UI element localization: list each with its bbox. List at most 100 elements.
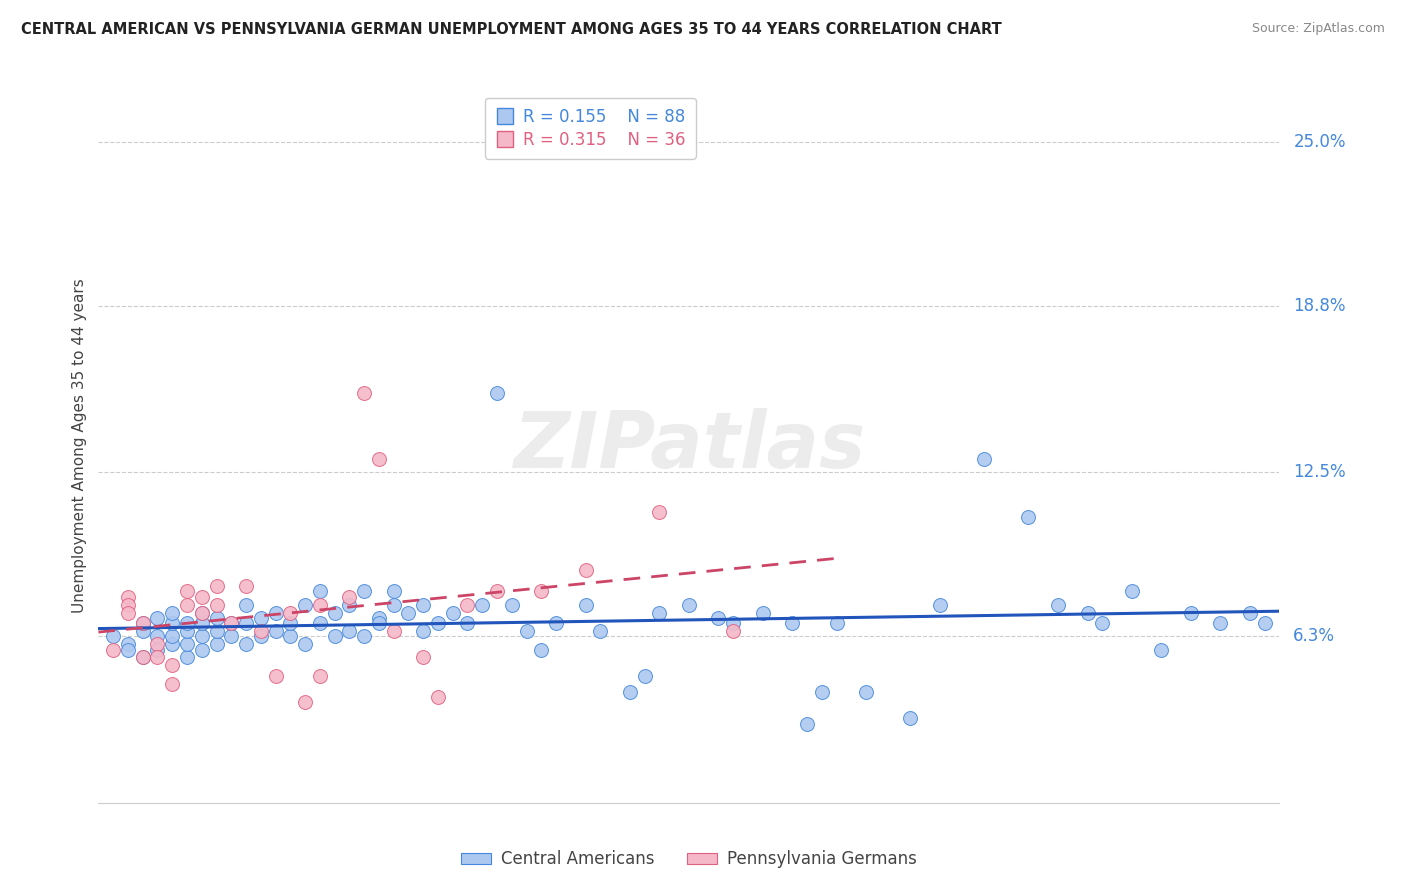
Point bbox=[427, 690, 450, 704]
Point bbox=[205, 598, 228, 612]
Point bbox=[146, 650, 169, 665]
Point bbox=[973, 452, 995, 467]
Point bbox=[782, 616, 804, 631]
Point bbox=[146, 611, 169, 625]
Point bbox=[1046, 598, 1069, 612]
Point bbox=[501, 598, 523, 612]
Point bbox=[337, 624, 360, 638]
Point bbox=[1017, 510, 1039, 524]
Point bbox=[176, 598, 198, 612]
Point bbox=[1180, 606, 1202, 620]
Point bbox=[103, 642, 125, 657]
Point bbox=[412, 624, 434, 638]
Point bbox=[294, 598, 316, 612]
Point bbox=[162, 677, 183, 691]
Text: 6.3%: 6.3% bbox=[1294, 627, 1336, 645]
Y-axis label: Unemployment Among Ages 35 to 44 years: Unemployment Among Ages 35 to 44 years bbox=[72, 278, 87, 614]
Point bbox=[205, 637, 228, 651]
Point bbox=[589, 624, 612, 638]
Point bbox=[132, 650, 155, 665]
Point bbox=[205, 611, 228, 625]
Point bbox=[323, 629, 346, 643]
Point bbox=[456, 616, 478, 631]
Point bbox=[721, 624, 744, 638]
Point bbox=[219, 616, 242, 631]
Point bbox=[633, 669, 655, 683]
Point bbox=[471, 598, 494, 612]
Text: Source: ZipAtlas.com: Source: ZipAtlas.com bbox=[1251, 22, 1385, 36]
Point bbox=[1091, 616, 1114, 631]
Point bbox=[900, 711, 922, 725]
Point bbox=[191, 606, 214, 620]
Point bbox=[441, 606, 464, 620]
Point bbox=[309, 598, 332, 612]
Point bbox=[515, 624, 537, 638]
Point bbox=[396, 606, 419, 620]
Point bbox=[235, 579, 257, 593]
Point bbox=[132, 616, 155, 631]
Point bbox=[337, 598, 360, 612]
Point bbox=[382, 598, 405, 612]
Point bbox=[810, 685, 832, 699]
Point bbox=[323, 606, 346, 620]
Point bbox=[191, 590, 214, 604]
Point bbox=[337, 590, 360, 604]
Point bbox=[456, 598, 478, 612]
Point bbox=[235, 616, 257, 631]
Point bbox=[117, 642, 139, 657]
Point bbox=[544, 616, 567, 631]
Point bbox=[530, 642, 553, 657]
Point bbox=[382, 584, 405, 599]
Point bbox=[309, 584, 332, 599]
Point bbox=[1077, 606, 1099, 620]
Point bbox=[707, 611, 730, 625]
Point bbox=[219, 616, 242, 631]
Point bbox=[117, 598, 139, 612]
Point bbox=[117, 590, 139, 604]
Point bbox=[855, 685, 877, 699]
Point bbox=[1239, 606, 1261, 620]
Point bbox=[176, 637, 198, 651]
Text: 12.5%: 12.5% bbox=[1294, 464, 1346, 482]
Point bbox=[278, 606, 302, 620]
Point bbox=[751, 606, 773, 620]
Point bbox=[382, 624, 405, 638]
Point bbox=[191, 616, 214, 631]
Point bbox=[117, 606, 139, 620]
Point bbox=[250, 624, 273, 638]
Point bbox=[309, 616, 332, 631]
Text: 25.0%: 25.0% bbox=[1294, 133, 1346, 151]
Point bbox=[235, 637, 257, 651]
Point bbox=[368, 616, 391, 631]
Point bbox=[117, 637, 139, 651]
Point bbox=[486, 584, 509, 599]
Point bbox=[574, 563, 596, 577]
Point bbox=[191, 629, 214, 643]
Point bbox=[309, 669, 332, 683]
Point bbox=[235, 598, 257, 612]
Point bbox=[486, 386, 509, 401]
Point bbox=[678, 598, 700, 612]
Point bbox=[176, 624, 198, 638]
Point bbox=[353, 386, 375, 401]
Point bbox=[278, 629, 302, 643]
Point bbox=[412, 598, 434, 612]
Point bbox=[1254, 616, 1277, 631]
Point bbox=[1121, 584, 1143, 599]
Point bbox=[162, 629, 183, 643]
Text: ZIPatlas: ZIPatlas bbox=[513, 408, 865, 484]
Legend: Central Americans, Pennsylvania Germans: Central Americans, Pennsylvania Germans bbox=[453, 842, 925, 877]
Point bbox=[264, 669, 287, 683]
Point bbox=[264, 624, 287, 638]
Point bbox=[146, 637, 169, 651]
Point bbox=[412, 650, 434, 665]
Point bbox=[132, 624, 155, 638]
Point bbox=[353, 629, 375, 643]
Point bbox=[278, 616, 302, 631]
Point bbox=[162, 637, 183, 651]
Point bbox=[928, 598, 950, 612]
Point bbox=[368, 611, 391, 625]
Point bbox=[619, 685, 641, 699]
Point bbox=[146, 629, 169, 643]
Point bbox=[294, 695, 316, 709]
